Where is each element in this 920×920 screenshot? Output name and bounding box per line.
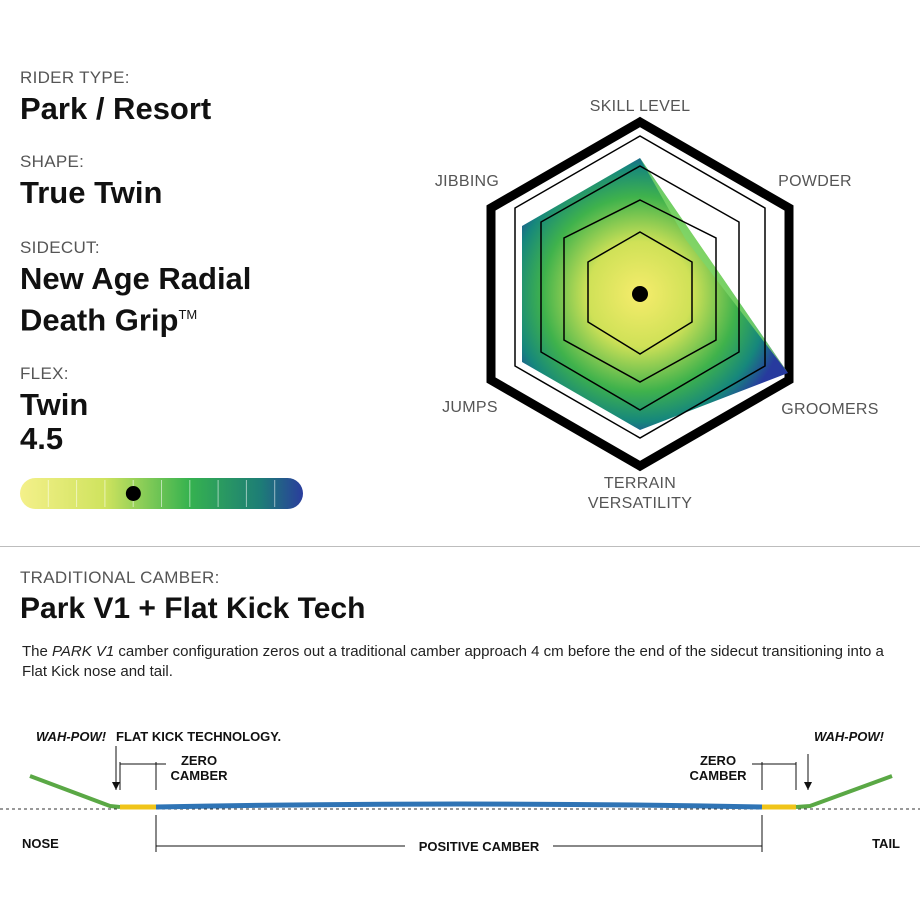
- wahpow-right-callout-arrow: [804, 782, 812, 790]
- axis-label-jibbing: JIBBING: [434, 173, 500, 190]
- axis-label-powder: POWDER: [778, 173, 852, 190]
- flat-kick-tail: [795, 774, 893, 809]
- positive-camber-label: POSITIVE CAMBER: [419, 839, 540, 854]
- wahpow-right-label: WAH-POW!: [814, 729, 885, 744]
- camber-description: The PARK V1 camber configuration zeros o…: [22, 643, 884, 680]
- camber-profile-name: Park V1 + Flat Kick Tech: [20, 592, 366, 625]
- flex-indicator-dot: [125, 486, 141, 501]
- rating-radar-chart: [486, 116, 794, 472]
- zero-camber-left-line2: CAMBER: [170, 768, 228, 783]
- camber-profile-diagram: WAH-POW! FLAT KICK TECHNOLOGY. ZERO CAMB…: [0, 729, 920, 854]
- trademark-mark: TM: [178, 307, 198, 322]
- radar-highlight-wedge: [640, 158, 788, 373]
- sidecut-label: SIDECUT:: [20, 238, 100, 257]
- zero-camber-right-line1: ZERO: [700, 753, 736, 768]
- zero-camber-left-line1: ZERO: [181, 753, 217, 768]
- rider-type-value: Park / Resort: [20, 91, 212, 126]
- radar-ring-2: [587, 231, 693, 355]
- rider-type-label: RIDER TYPE:: [20, 68, 130, 87]
- axis-label-terrain-versatility: TERRAIN VERSATILITY: [587, 475, 693, 512]
- tail-label: TAIL: [872, 836, 900, 851]
- positive-camber-section: [155, 801, 763, 810]
- flex-scale-bar: [20, 478, 303, 509]
- section-divider: [0, 546, 920, 547]
- axis-label-jumps: JUMPS: [442, 399, 498, 416]
- nose-label: NOSE: [22, 836, 59, 851]
- sidecut-value-line2: Death GripTM: [20, 302, 198, 338]
- radar-ring-3: [563, 199, 717, 383]
- shape-label: SHAPE:: [20, 152, 85, 171]
- radar-ring-4: [540, 165, 740, 411]
- zero-camber-right-line2: CAMBER: [689, 768, 747, 783]
- flex-value-line1: Twin: [20, 387, 89, 422]
- wahpow-left-label: WAH-POW!: [36, 729, 107, 744]
- axis-label-skill-level: SKILL LEVEL: [589, 98, 691, 115]
- radar-ring-5: [514, 135, 766, 439]
- axis-label-groomers: GROOMERS: [781, 401, 879, 418]
- flex-label: FLEX:: [20, 364, 69, 383]
- flat-kick-nose: [29, 774, 121, 809]
- sidecut-value-line1: New Age Radial: [20, 261, 252, 296]
- flex-value-line2: 4.5: [20, 421, 64, 456]
- radar-center-dot: [632, 286, 648, 302]
- shape-value: True Twin: [20, 175, 163, 210]
- flat-kick-callout-arrow: [112, 782, 120, 790]
- flat-kick-technology-label: FLAT KICK TECHNOLOGY.: [116, 729, 281, 744]
- camber-type-label: TRADITIONAL CAMBER:: [20, 568, 220, 587]
